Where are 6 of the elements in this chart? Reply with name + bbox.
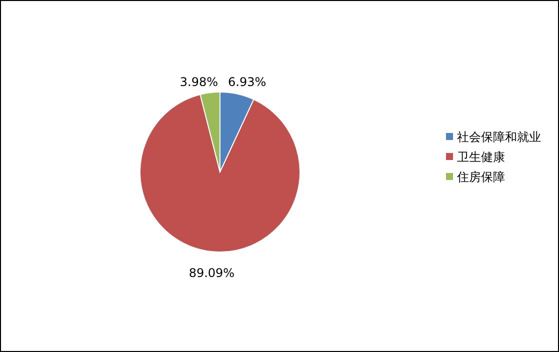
legend-label: 住房保障 <box>456 170 505 184</box>
legend-label: 卫生健康 <box>457 150 505 164</box>
data-label: 6.93% <box>228 75 266 89</box>
legend-label: 社会保障和就业 <box>457 130 541 144</box>
data-label: 89.09% <box>188 266 235 280</box>
data-label: 3.98% <box>180 75 218 89</box>
